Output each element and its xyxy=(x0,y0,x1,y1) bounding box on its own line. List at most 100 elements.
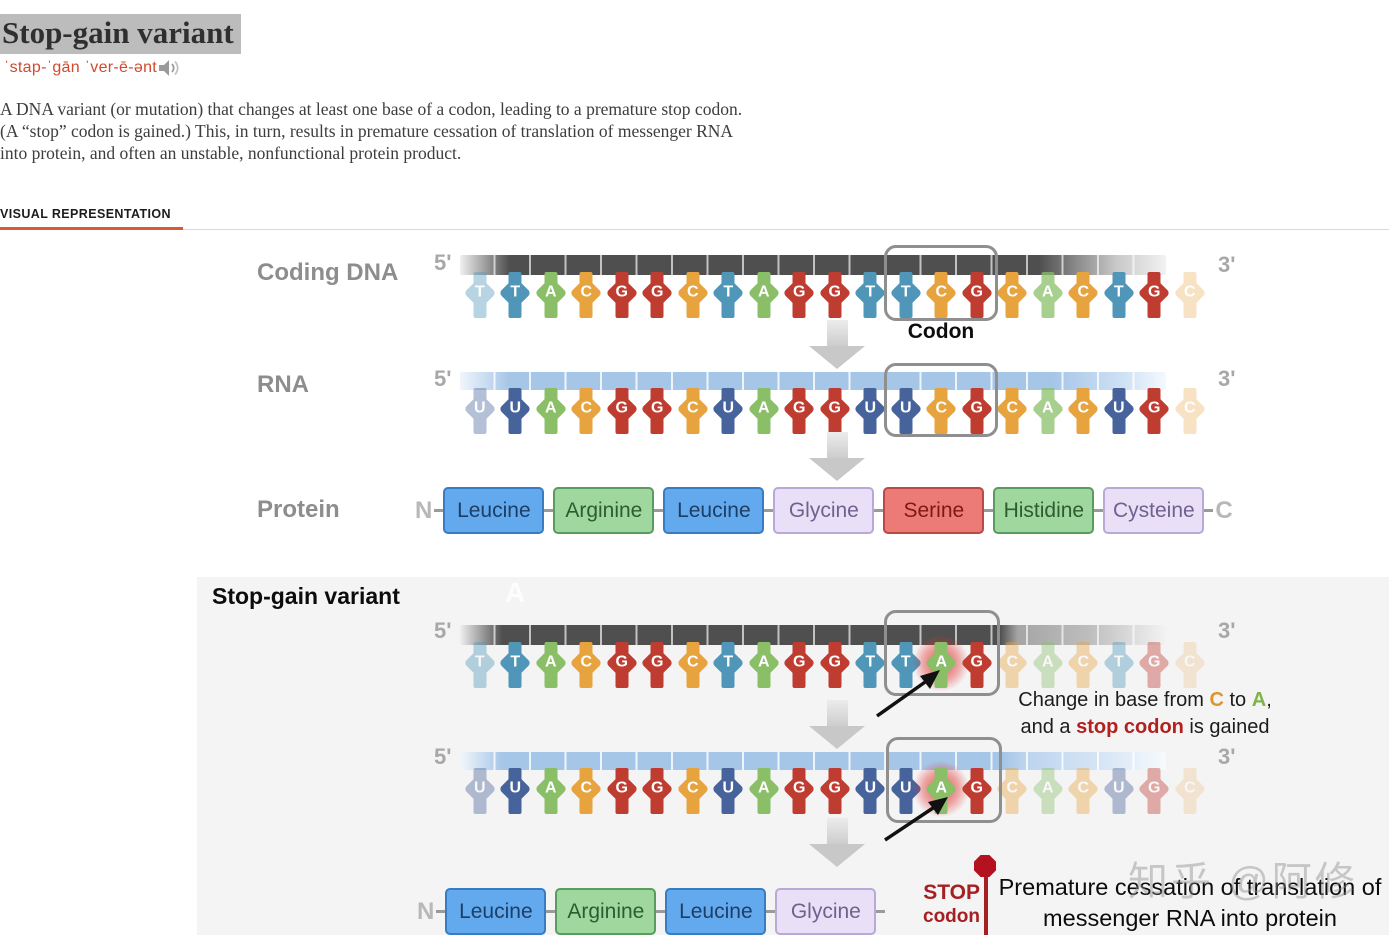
nucleotide-letter: C xyxy=(580,653,593,671)
nucleotide-letter: A xyxy=(757,653,770,671)
section-divider-line xyxy=(0,229,1389,230)
nucleotide-t: T xyxy=(711,642,747,694)
nucleotide-g: G xyxy=(782,768,818,820)
nucleotide-letter: U xyxy=(899,399,912,417)
nucleotide-c: C xyxy=(675,768,711,820)
nucleotide-c: C xyxy=(675,388,711,440)
nucleotide-letter: C xyxy=(686,399,699,417)
nucleotide-letter: U xyxy=(722,779,735,797)
nucleotide-u: U xyxy=(853,388,889,440)
nucleotide-t: T xyxy=(711,272,747,324)
nucleotide-letter: G xyxy=(828,399,841,417)
dna-backbone-variant xyxy=(460,625,1166,645)
nucleotide-letter: T xyxy=(1113,283,1124,301)
nucleotide-letter: A xyxy=(757,283,770,301)
nucleotide-letter: C xyxy=(1006,399,1019,417)
ghost-watermark-letter: A xyxy=(505,577,526,608)
nucleotide-c: C xyxy=(995,642,1031,694)
nucleotide-g: G xyxy=(1137,768,1173,820)
dna-backbone xyxy=(460,255,1166,275)
nucleotide-letter: C xyxy=(1006,653,1019,671)
nucleotide-letter: A xyxy=(935,653,948,671)
mutation-annotation: Change in base from C to A, and a stop co… xyxy=(1018,689,1272,738)
nucleotide-t: T xyxy=(498,642,534,694)
nucleotide-u: U xyxy=(711,768,747,820)
nucleotide-g: G xyxy=(1137,272,1173,324)
c-terminus-label: C xyxy=(1215,496,1233,524)
nucleotide-c: C xyxy=(569,272,605,324)
mutation-pointer-arrow-dna xyxy=(872,662,946,725)
nucleotide-letter: C xyxy=(580,399,593,417)
nucleotide-c: C xyxy=(924,272,960,324)
transcription-arrow-icon xyxy=(809,320,865,369)
nucleotide-letter: G xyxy=(970,283,983,301)
amino-acid-glycine: Glycine xyxy=(773,487,875,534)
nucleotide-c: C xyxy=(1066,272,1102,324)
nucleotide-letter: G xyxy=(651,779,664,797)
nucleotide-u: U xyxy=(498,388,534,440)
nucleotide-a: A xyxy=(1030,768,1066,820)
three-prime-label-dna: 3' xyxy=(1218,252,1236,277)
nucleotide-letter: T xyxy=(865,653,876,671)
nucleotide-a: A xyxy=(1030,272,1066,324)
amino-acid-glycine: Glycine xyxy=(775,888,877,935)
nucleotide-letter: T xyxy=(723,653,734,671)
peptide-link xyxy=(874,509,884,512)
nucleotide-g: G xyxy=(1137,388,1173,440)
nucleotide-t: T xyxy=(888,642,924,694)
nucleotide-letter: C xyxy=(1183,779,1196,797)
nucleotide-letter: C xyxy=(1183,653,1196,671)
nucleotide-u: U xyxy=(462,768,498,820)
nucleotide-u: U xyxy=(1101,388,1137,440)
nucleotide-letter: C xyxy=(686,283,699,301)
nucleotide-a: A xyxy=(913,635,970,694)
nucleotide-letter: G xyxy=(970,399,983,417)
peptide-link xyxy=(766,910,776,913)
nucleotide-letter: T xyxy=(474,283,485,301)
nucleotide-c: C xyxy=(1172,642,1208,694)
nucleotide-letter: G xyxy=(615,653,628,671)
nucleotide-t: T xyxy=(498,272,534,324)
definition-text: A DNA variant (or mutation) that changes… xyxy=(0,99,743,163)
nucleotide-letter: C xyxy=(1077,399,1090,417)
amino-acid-leucine: Leucine xyxy=(443,487,545,534)
nucleotide-letter: G xyxy=(1148,399,1161,417)
nucleotide-t: T xyxy=(888,272,924,324)
nucleotide-t: T xyxy=(462,642,498,694)
nucleotide-letter: G xyxy=(1148,653,1161,671)
nucleotide-letter: C xyxy=(686,653,699,671)
nucleotide-g: G xyxy=(782,388,818,440)
nucleotide-letter: A xyxy=(544,653,557,671)
nucleotide-g: G xyxy=(782,642,818,694)
nucleotide-c: C xyxy=(1066,642,1102,694)
nucleotide-letter: G xyxy=(615,399,628,417)
peptide-link xyxy=(1094,509,1104,512)
nucleotide-letter: G xyxy=(651,653,664,671)
five-prime-label-rna-variant: 5' xyxy=(434,744,452,769)
audio-pronounce-button[interactable] xyxy=(157,58,181,78)
nucleotide-letter: G xyxy=(1148,779,1161,797)
nucleotide-c: C xyxy=(995,768,1031,820)
stop-codon-label: STOP codon xyxy=(923,881,980,927)
nucleotide-letter: C xyxy=(1077,653,1090,671)
nucleotide-letter: T xyxy=(723,283,734,301)
n-terminus-label: N xyxy=(417,897,435,925)
nucleotide-letter: U xyxy=(473,779,486,797)
nucleotide-u: U xyxy=(498,768,534,820)
nucleotide-a: A xyxy=(533,272,569,324)
nucleotide-letter: G xyxy=(1148,283,1161,301)
rna-backbone-variant xyxy=(460,752,1166,770)
nucleotide-g: G xyxy=(640,388,676,440)
five-prime-label-dna-variant: 5' xyxy=(434,618,452,643)
amino-acid-arginine: Arginine xyxy=(555,888,657,935)
protein-row-label: Protein xyxy=(257,496,340,523)
nucleotide-letter: U xyxy=(509,399,522,417)
nucleotide-c: C xyxy=(924,388,960,440)
nucleotide-g: G xyxy=(604,388,640,440)
page-title: Stop-gain variant xyxy=(0,14,241,54)
nucleotide-g: G xyxy=(817,768,853,820)
protein-chain-variant: N Leucine Arginine Leucine Glycine xyxy=(415,888,886,935)
